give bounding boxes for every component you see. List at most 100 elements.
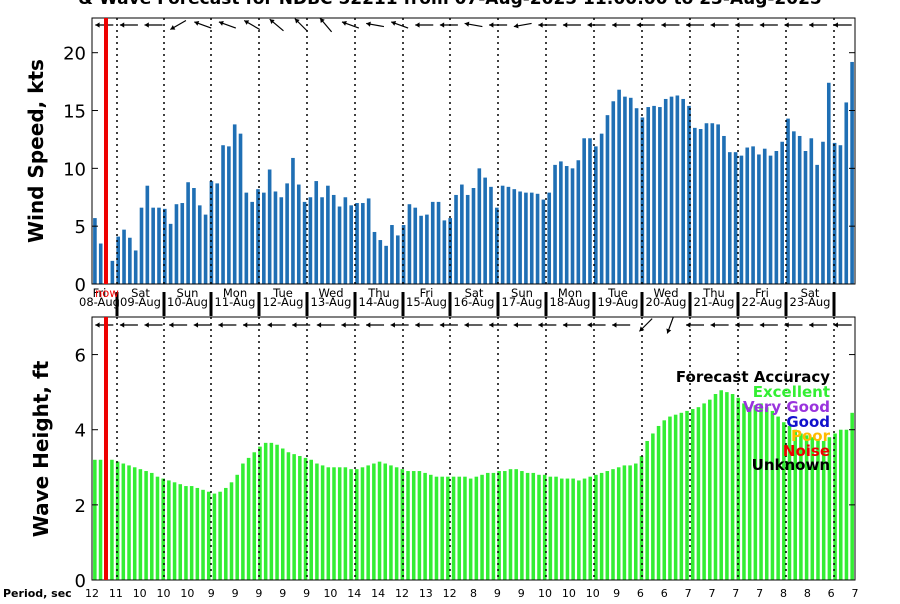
- wave-bar: [827, 437, 832, 580]
- wind-bar: [698, 129, 703, 284]
- wave-bar: [799, 433, 803, 580]
- period-value: 8: [470, 587, 477, 600]
- day-dividers: [116, 18, 835, 580]
- wind-bar: [826, 82, 831, 285]
- wave-bar: [588, 476, 592, 580]
- wind-bar: [238, 133, 243, 284]
- wind-bar: [832, 142, 837, 284]
- wind-bar: [395, 235, 400, 284]
- wind-y-tick-label: 0: [75, 275, 86, 296]
- day-name-label: Mon: [558, 286, 582, 300]
- wave-bar: [110, 459, 114, 580]
- wave-y-tick-label: 0: [75, 571, 86, 592]
- period-value: 7: [852, 587, 859, 600]
- wave-direction-arrow: [464, 322, 483, 328]
- wave-bar: [389, 465, 393, 580]
- period-value: 9: [518, 587, 525, 600]
- day-name-label: Wed: [653, 286, 678, 300]
- wind-bar: [326, 185, 330, 284]
- period-value: 10: [586, 587, 600, 600]
- wind-bar: [687, 105, 691, 285]
- wave-direction-arrow: [193, 322, 212, 328]
- wind-bar: [197, 205, 202, 284]
- wind-bar: [768, 155, 773, 284]
- wave-bar: [690, 409, 695, 580]
- wave-bar: [491, 472, 496, 580]
- wind-y-tick-label: 20: [63, 44, 86, 65]
- wave-bar: [383, 463, 388, 580]
- wind-bar: [815, 164, 819, 284]
- wind-bar: [599, 133, 604, 284]
- wind-bar: [442, 220, 447, 284]
- wind-bar: [570, 168, 575, 284]
- wave-bar: [423, 472, 427, 580]
- wave-direction-arrow: [513, 322, 532, 328]
- wind-bar: [751, 146, 755, 284]
- period-value: 9: [232, 587, 239, 600]
- wind-bar: [355, 203, 359, 284]
- wave-bar: [645, 440, 649, 580]
- wave-bar: [98, 459, 103, 580]
- day-band-tick: [448, 292, 452, 316]
- period-value: 9: [208, 587, 215, 600]
- period-value: 10: [133, 587, 147, 600]
- wave-bar: [127, 465, 131, 580]
- wind-bar: [460, 184, 464, 284]
- day-band-tick: [736, 292, 740, 316]
- day-band-tick: [305, 292, 309, 316]
- wave-y-tick-label: 6: [75, 346, 86, 367]
- wave-direction-arrow: [439, 322, 458, 328]
- wind-direction-arrow: [759, 22, 778, 28]
- period-value: 8: [804, 587, 811, 600]
- wind-bar: [559, 161, 563, 284]
- day-date-label: 23-Aug: [790, 295, 831, 309]
- wind-bar: [128, 237, 132, 284]
- wave-bar: [571, 478, 575, 580]
- wind-bar: [681, 98, 685, 285]
- day-date-label: 21-Aug: [694, 295, 735, 309]
- day-band-tick: [162, 292, 166, 316]
- wind-bar: [168, 223, 173, 284]
- wind-bar: [623, 96, 627, 284]
- day-band-tick: [496, 292, 500, 316]
- wind-bar: [157, 207, 161, 284]
- wind-bar: [203, 214, 208, 284]
- wave-bar: [298, 456, 302, 580]
- wave-direction-arrow: [144, 322, 163, 328]
- wind-bar: [407, 204, 412, 284]
- wave-bar: [161, 478, 165, 580]
- wave-bar: [195, 487, 200, 580]
- wind-bar: [279, 197, 284, 284]
- period-value: 12: [443, 587, 457, 600]
- period-value: 6: [661, 587, 668, 600]
- day-name-label: Thu: [367, 286, 390, 300]
- period-value: 14: [371, 587, 385, 600]
- period-value: 8: [780, 587, 787, 600]
- wind-bar: [500, 185, 505, 284]
- wave-direction-arrow: [390, 322, 409, 328]
- wave-bar: [155, 476, 160, 580]
- wind-bar: [93, 218, 97, 284]
- wind-bar: [733, 152, 738, 284]
- wind-bar: [634, 108, 639, 285]
- period-value: 7: [732, 587, 739, 600]
- wave-bar: [850, 412, 854, 580]
- wave-bar: [172, 482, 177, 580]
- wave-bar: [839, 429, 843, 580]
- wind-bar: [98, 243, 103, 284]
- wave-bar: [286, 452, 291, 580]
- wave-bar: [218, 491, 222, 580]
- day-name-label: Sun: [177, 286, 199, 300]
- wave-bar: [565, 478, 570, 580]
- wave-y-axis-label: Wave Height, ft: [29, 360, 53, 537]
- period-value: 7: [685, 587, 692, 600]
- wave-bar: [206, 491, 211, 580]
- wave-bar: [770, 410, 775, 580]
- day-band-tick: [353, 292, 357, 316]
- wind-bar: [116, 236, 121, 284]
- wave-bar: [280, 448, 285, 580]
- wave-bar: [150, 472, 154, 580]
- day-band-tick: [832, 292, 836, 316]
- wave-bar: [810, 437, 815, 580]
- wave-bar: [241, 463, 245, 580]
